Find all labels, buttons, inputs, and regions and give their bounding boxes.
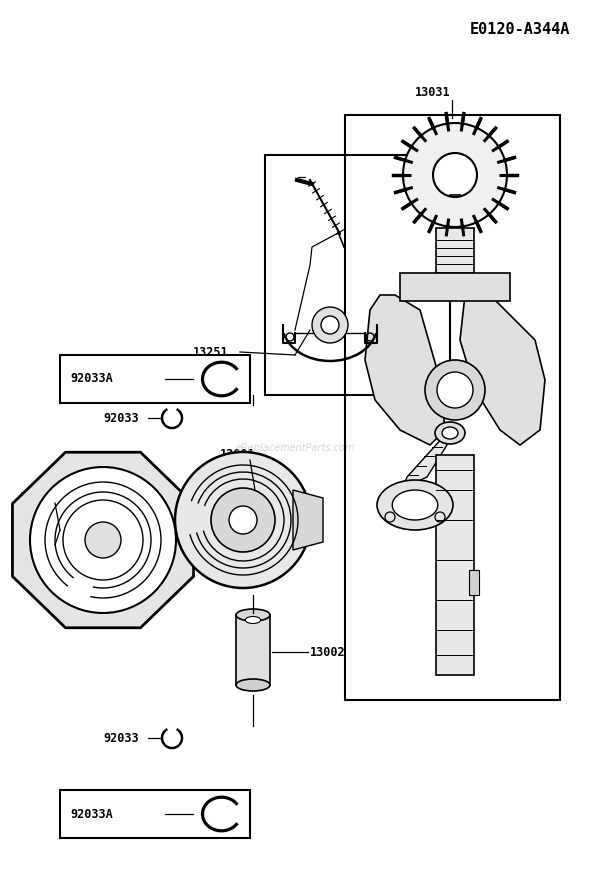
Text: 92033A: 92033A [70, 807, 113, 820]
Ellipse shape [245, 616, 261, 623]
Circle shape [229, 506, 257, 534]
Polygon shape [365, 295, 445, 445]
Text: 13029: 13029 [220, 461, 255, 474]
Circle shape [437, 372, 473, 408]
Text: 13025: 13025 [20, 503, 55, 516]
Text: 92033: 92033 [103, 412, 139, 424]
Polygon shape [403, 435, 447, 487]
Bar [400, 273, 510, 301]
Ellipse shape [392, 490, 438, 520]
Polygon shape [293, 490, 323, 550]
Ellipse shape [236, 679, 270, 691]
Bar [60, 790, 250, 838]
Text: 92033A: 92033A [70, 373, 113, 386]
Circle shape [403, 123, 507, 227]
Polygon shape [12, 452, 194, 627]
Circle shape [175, 452, 311, 588]
Circle shape [321, 316, 339, 334]
Ellipse shape [442, 427, 458, 439]
Bar [436, 455, 474, 675]
Circle shape [211, 488, 275, 552]
Text: 13001: 13001 [220, 448, 255, 461]
Circle shape [433, 153, 477, 197]
Text: eReplacementParts.com: eReplacementParts.com [235, 443, 355, 453]
Bar [236, 615, 270, 685]
Bar [469, 570, 479, 595]
Text: 92033: 92033 [103, 732, 139, 745]
Ellipse shape [236, 609, 270, 621]
Circle shape [85, 522, 121, 558]
Text: 13031: 13031 [415, 85, 451, 98]
Ellipse shape [435, 422, 465, 444]
Text: E0120-A344A: E0120-A344A [470, 22, 570, 37]
Text: 130: 130 [277, 170, 299, 183]
Bar [60, 355, 250, 403]
Circle shape [425, 360, 485, 420]
Ellipse shape [377, 480, 453, 530]
Text: 13008/A: 13008/A [20, 490, 70, 503]
Bar [436, 228, 474, 273]
Text: 13002: 13002 [310, 646, 346, 659]
Circle shape [30, 467, 176, 613]
Bar [265, 155, 450, 395]
Text: 13251: 13251 [193, 346, 229, 359]
Bar [345, 115, 560, 700]
Polygon shape [460, 295, 545, 445]
Circle shape [312, 307, 348, 343]
